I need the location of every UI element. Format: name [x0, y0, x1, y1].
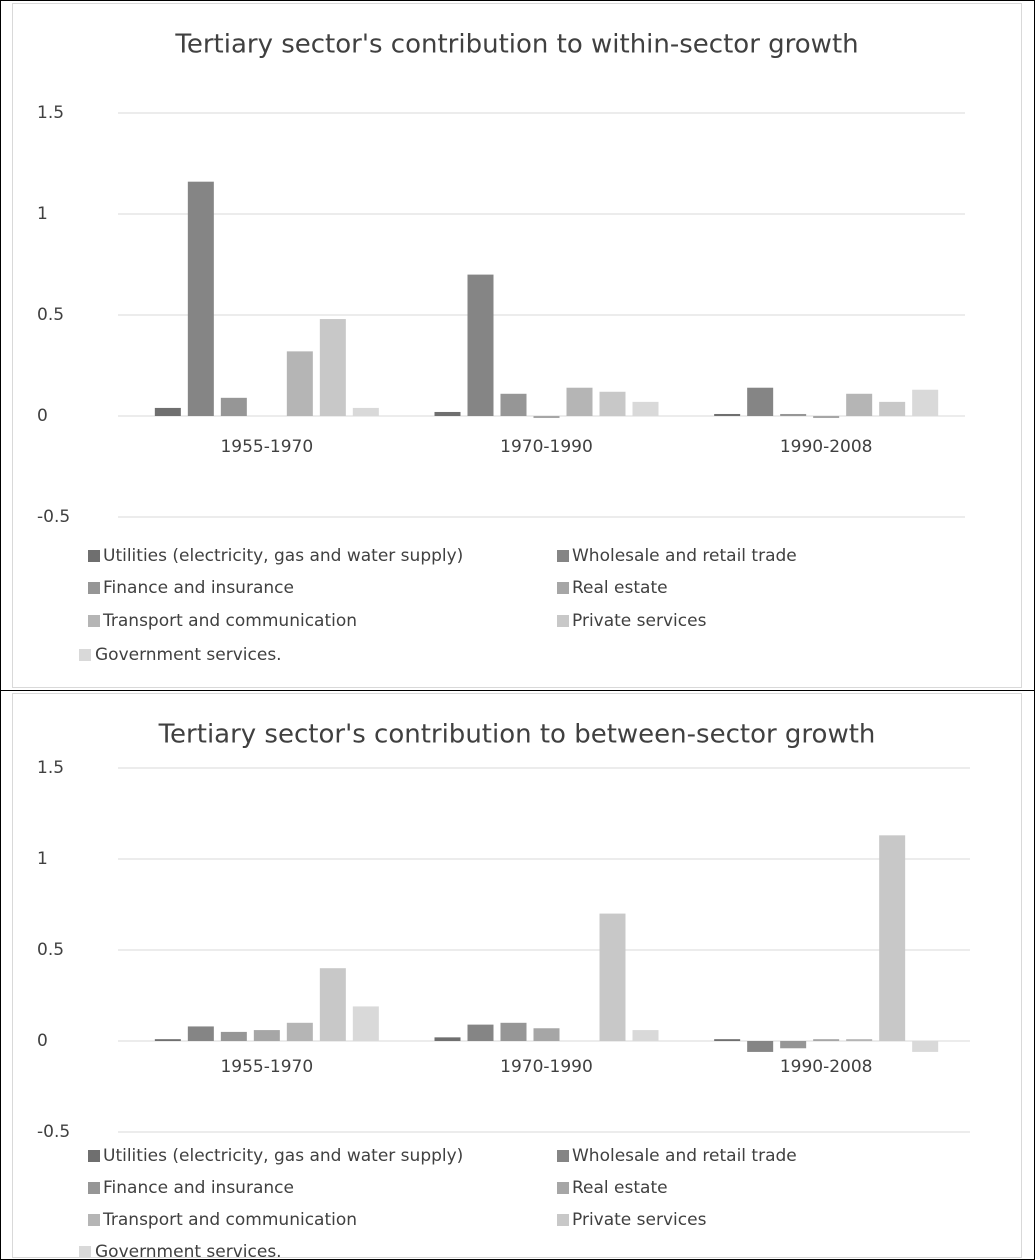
bar — [566, 387, 593, 416]
y-tick-label: 1.5 — [37, 758, 64, 778]
bar — [632, 401, 659, 416]
chart-title: Tertiary sector's contribution to betwee… — [158, 720, 876, 750]
legend-label: Government services. — [95, 1242, 282, 1260]
legend-swatch — [557, 1182, 569, 1194]
x-tick-label: 1990-2008 — [780, 1057, 873, 1077]
legend-swatch — [557, 1214, 569, 1226]
legend-label: Private services — [572, 1210, 707, 1230]
legend-label: Real estate — [572, 1178, 668, 1198]
bar — [319, 319, 346, 416]
bar — [187, 181, 214, 416]
y-tick-label: 0 — [37, 1031, 48, 1051]
legend-swatch — [557, 582, 569, 594]
bar — [747, 387, 774, 416]
y-tick-label: -0.5 — [37, 1122, 70, 1142]
legend-label: Wholesale and retail trade — [572, 546, 797, 566]
y-tick-label: 1 — [37, 204, 48, 224]
bar — [253, 1030, 280, 1041]
legend-swatch — [557, 550, 569, 562]
bar — [632, 1030, 659, 1041]
bar — [714, 413, 741, 416]
bar — [220, 1031, 247, 1041]
x-tick-label: 1955-1970 — [220, 437, 313, 457]
y-tick-label: 1.5 — [37, 103, 64, 123]
legend-swatch — [88, 1182, 100, 1194]
bar — [467, 1024, 494, 1041]
y-tick-label: 0.5 — [37, 940, 64, 960]
bar — [912, 1041, 939, 1052]
y-tick-label: 0 — [37, 406, 48, 426]
bar — [747, 1041, 774, 1052]
bar — [599, 391, 626, 416]
bar — [352, 407, 379, 416]
bar — [352, 1006, 379, 1041]
bar — [286, 1022, 313, 1041]
bar — [813, 416, 840, 419]
bar — [154, 407, 181, 416]
bar — [912, 389, 939, 416]
bar — [319, 968, 346, 1041]
bar — [533, 1028, 560, 1041]
bar — [780, 1041, 807, 1049]
legend-swatch — [557, 1150, 569, 1162]
x-tick-label: 1955-1970 — [220, 1057, 313, 1077]
legend-label: Finance and insurance — [103, 1178, 294, 1198]
bar — [780, 413, 807, 416]
bar — [846, 1039, 873, 1041]
legend-label: Private services — [572, 611, 707, 631]
chart-frame — [12, 3, 1022, 688]
bar — [154, 1039, 181, 1041]
x-tick-label: 1970-1990 — [500, 1057, 593, 1077]
bar — [599, 913, 626, 1041]
legend-swatch — [88, 1214, 100, 1226]
legend-swatch — [88, 550, 100, 562]
legend-swatch — [88, 1150, 100, 1162]
y-tick-label: -0.5 — [37, 507, 70, 527]
legend-swatch — [88, 582, 100, 594]
legend-label: Utilities (electricity, gas and water su… — [103, 546, 463, 566]
y-tick-label: 1 — [37, 849, 48, 869]
bar — [500, 1022, 527, 1041]
bar — [533, 416, 560, 419]
bar — [286, 351, 313, 416]
bar — [879, 401, 906, 416]
legend-swatch — [79, 1246, 91, 1258]
bar — [187, 1026, 214, 1041]
x-tick-label: 1970-1990 — [500, 437, 593, 457]
bar — [220, 397, 247, 416]
y-tick-label: 0.5 — [37, 305, 64, 325]
legend-label: Government services. — [95, 645, 282, 665]
x-tick-label: 1990-2008 — [780, 437, 873, 457]
bar — [879, 835, 906, 1041]
chart-frame — [12, 693, 1022, 1258]
bar — [714, 1039, 741, 1041]
chart-title: Tertiary sector's contribution to within… — [174, 30, 858, 60]
legend-label: Wholesale and retail trade — [572, 1146, 797, 1166]
bar — [813, 1039, 840, 1041]
legend-swatch — [88, 615, 100, 627]
bar — [434, 411, 461, 416]
bar — [500, 393, 527, 416]
bar — [846, 393, 873, 416]
legend-label: Real estate — [572, 578, 668, 598]
legend-label: Utilities (electricity, gas and water su… — [103, 1146, 463, 1166]
bar — [434, 1037, 461, 1041]
legend-label: Transport and communication — [102, 611, 357, 631]
legend-swatch — [79, 649, 91, 661]
legend-swatch — [557, 615, 569, 627]
bar — [467, 274, 494, 416]
legend-label: Finance and insurance — [103, 578, 294, 598]
legend-label: Transport and communication — [102, 1210, 357, 1230]
